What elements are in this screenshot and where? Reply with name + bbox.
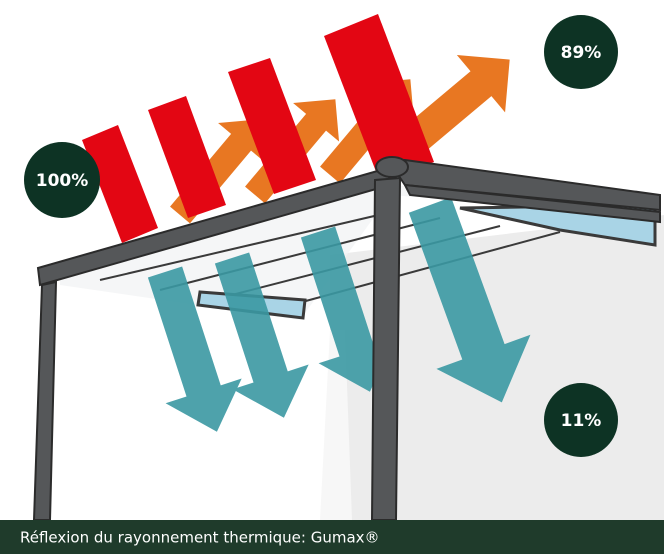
caption: Réflexion du rayonnement thermique: Guma… [20,529,380,547]
label-reflected: 89% [544,15,618,89]
label-transmitted: 11% [544,383,618,457]
percent-label: 89% [561,43,602,63]
illustration: 100% 89% 11% Réflexion du rayonnement th… [0,0,664,554]
label-incoming: 100% [24,142,100,218]
percent-label: 100% [36,171,89,191]
percent-label: 11% [561,411,602,431]
